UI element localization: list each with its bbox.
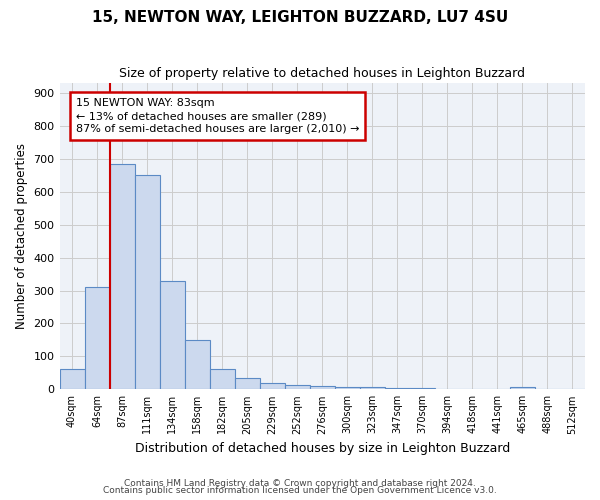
Bar — [410, 388, 435, 390]
Bar — [209, 368, 235, 390]
Bar — [160, 280, 185, 390]
Bar — [110, 164, 134, 390]
Bar — [385, 388, 410, 390]
Bar — [435, 388, 460, 390]
Bar — [535, 388, 560, 390]
Bar — [59, 369, 85, 390]
Title: Size of property relative to detached houses in Leighton Buzzard: Size of property relative to detached ho… — [119, 68, 525, 80]
Bar — [310, 386, 335, 390]
X-axis label: Distribution of detached houses by size in Leighton Buzzard: Distribution of detached houses by size … — [134, 442, 510, 455]
Y-axis label: Number of detached properties: Number of detached properties — [15, 143, 28, 329]
Bar — [510, 386, 535, 390]
Text: Contains HM Land Registry data © Crown copyright and database right 2024.: Contains HM Land Registry data © Crown c… — [124, 478, 476, 488]
Bar — [335, 386, 360, 390]
Text: 15 NEWTON WAY: 83sqm
← 13% of detached houses are smaller (289)
87% of semi-deta: 15 NEWTON WAY: 83sqm ← 13% of detached h… — [76, 98, 359, 134]
Bar — [260, 382, 285, 390]
Bar — [85, 287, 110, 390]
Bar — [360, 387, 385, 390]
Bar — [185, 340, 209, 390]
Bar — [235, 378, 260, 390]
Text: Contains public sector information licensed under the Open Government Licence v3: Contains public sector information licen… — [103, 486, 497, 495]
Text: 15, NEWTON WAY, LEIGHTON BUZZARD, LU7 4SU: 15, NEWTON WAY, LEIGHTON BUZZARD, LU7 4S… — [92, 10, 508, 25]
Bar — [134, 176, 160, 390]
Bar — [285, 386, 310, 390]
